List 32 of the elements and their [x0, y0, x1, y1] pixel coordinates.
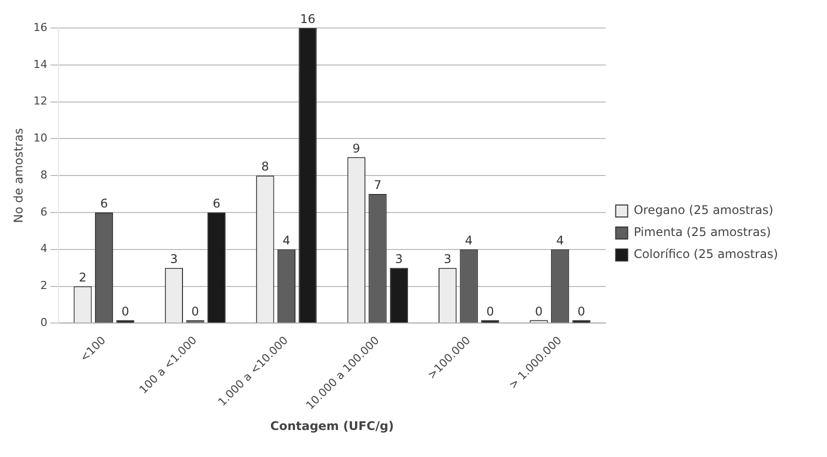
- data-label: 6: [100, 196, 108, 211]
- y-axis-title: No de amostras: [11, 128, 26, 223]
- legend-label: Colorífico (25 amostras): [634, 247, 778, 262]
- y-tick-label: 6: [40, 205, 48, 218]
- y-tick-label: 14: [33, 58, 48, 71]
- y-tick-label: 0: [40, 316, 48, 330]
- y-tick-label: 12: [33, 94, 48, 108]
- y-tick-label: 2: [40, 279, 48, 292]
- legend-label: Oregano (25 amostras): [634, 203, 774, 218]
- data-label: 6: [212, 196, 220, 211]
- y-tick-label: 16: [33, 20, 48, 34]
- x-axis-title: Contagem (UFC/g): [270, 418, 394, 433]
- data-label: 4: [282, 234, 290, 248]
- data-label: 2: [78, 270, 87, 284]
- data-label: 0: [486, 304, 494, 318]
- data-label: 3: [170, 252, 178, 266]
- y-tick-label: 4: [40, 242, 48, 256]
- data-label: 3: [395, 252, 403, 266]
- data-label: 4: [556, 234, 564, 248]
- data-label: 8: [261, 160, 269, 174]
- data-label: 7: [374, 178, 382, 192]
- legend-label: Pimenta (25 amostras): [634, 225, 771, 240]
- data-label: 0: [121, 304, 130, 318]
- data-label: 9: [352, 141, 360, 156]
- y-tick-label: 10: [33, 132, 48, 145]
- data-label: 16: [300, 12, 316, 26]
- data-label: 0: [578, 304, 586, 318]
- data-label: 4: [465, 234, 473, 248]
- data-label: 3: [444, 252, 452, 266]
- y-tick-label: 8: [40, 168, 48, 182]
- data-label: 0: [191, 304, 200, 318]
- data-label: 0: [534, 304, 543, 318]
